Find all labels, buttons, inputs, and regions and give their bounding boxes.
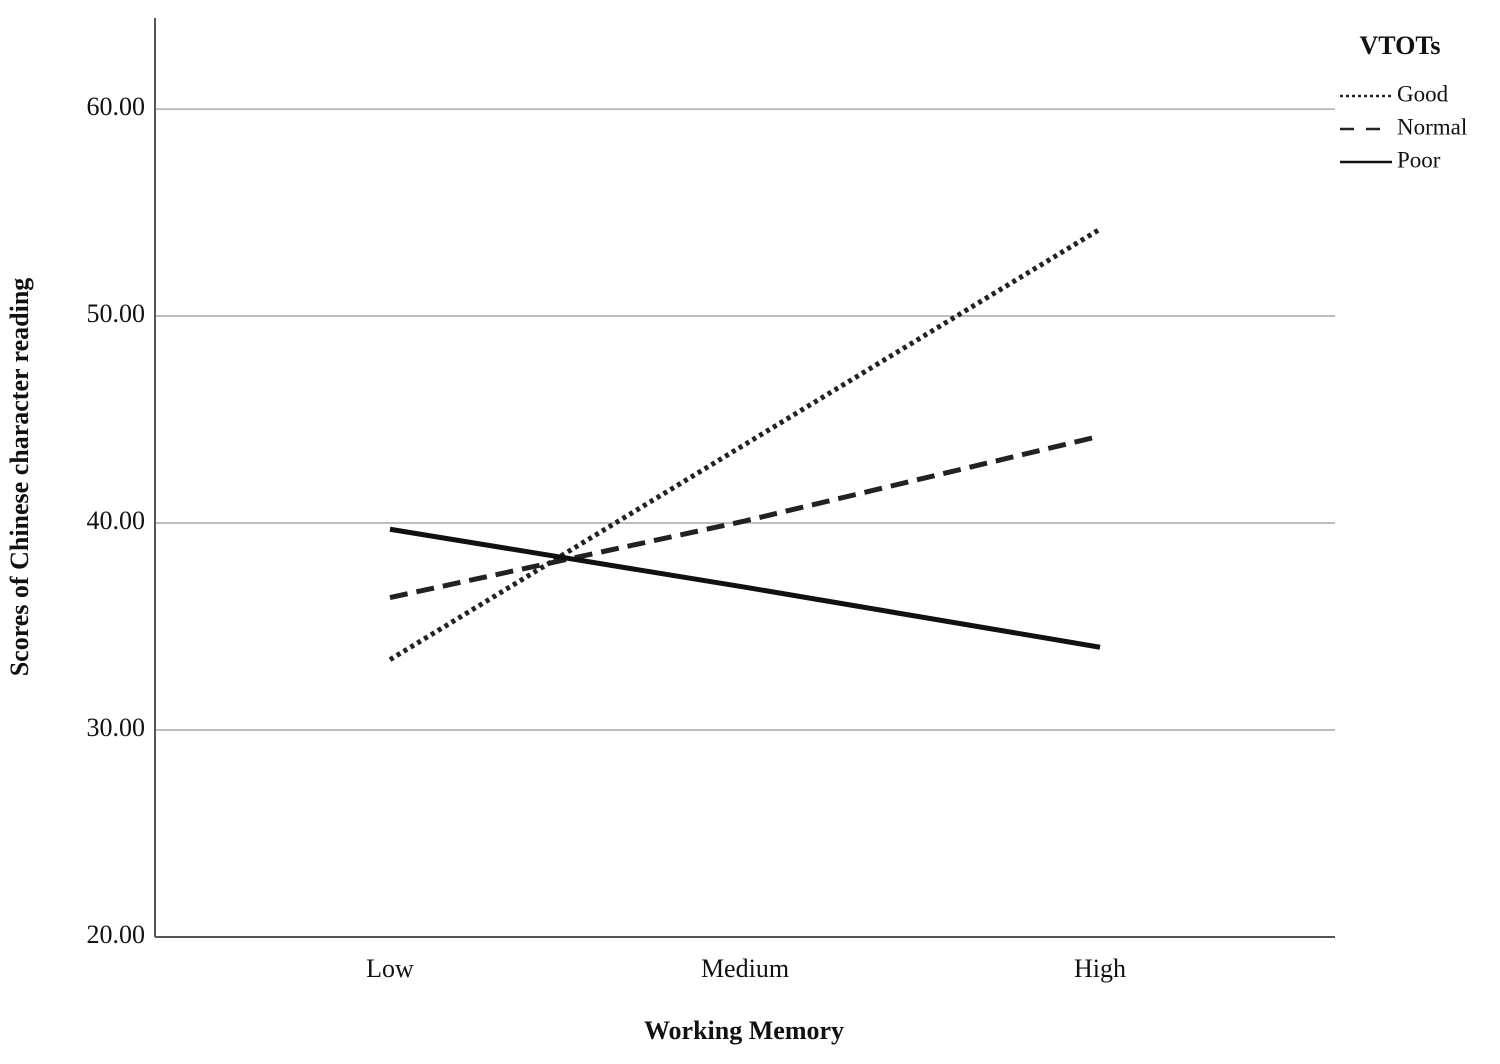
legend-label: Good [1397,81,1449,106]
y-axis-title: Scores of Chinese character reading [5,278,34,677]
x-tick-label: Low [366,954,414,983]
y-tick-label: 60.00 [87,92,146,121]
series-line [388,226,1102,662]
y-tick-label: 30.00 [87,713,146,742]
series-line [389,433,1101,600]
x-tick-label: High [1074,954,1126,983]
legend-label: Poor [1397,147,1441,172]
legend-label: Normal [1397,114,1467,139]
y-tick-label: 50.00 [87,299,146,328]
series-line [389,526,1101,650]
x-tick-label: Medium [701,954,789,983]
y-tick-label: 40.00 [87,506,146,535]
y-tick-label: 20.00 [87,920,146,949]
legend-title: VTOTs [1360,31,1441,60]
x-axis-title: Working Memory [644,1016,844,1045]
